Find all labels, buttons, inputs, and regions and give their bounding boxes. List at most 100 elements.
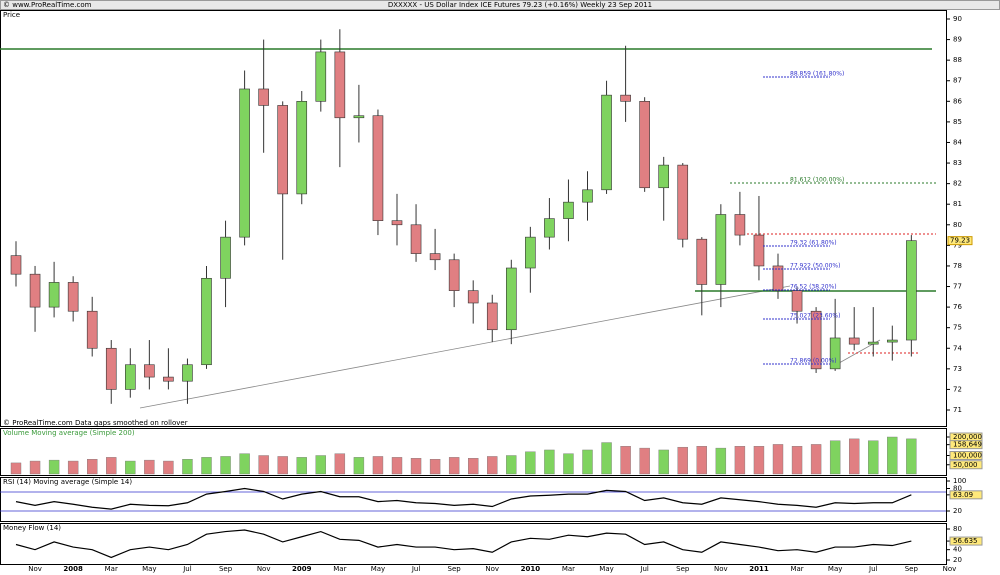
volume-bar bbox=[429, 459, 441, 475]
candle-body bbox=[829, 337, 841, 370]
volume-bar bbox=[201, 457, 212, 475]
y-tick-label: 73 bbox=[953, 365, 962, 373]
volume-bar bbox=[220, 456, 231, 475]
y-tick-label: 89 bbox=[953, 36, 962, 44]
volume-bar bbox=[734, 446, 746, 475]
candle-body bbox=[696, 238, 708, 285]
rsi-frame bbox=[0, 477, 947, 522]
candle-body bbox=[620, 94, 631, 102]
value-box bbox=[949, 460, 983, 470]
candle-body bbox=[125, 364, 136, 390]
volume-bar bbox=[258, 455, 269, 475]
y-tick-label: 86 bbox=[953, 97, 962, 105]
x-tick-label: Sep bbox=[905, 565, 919, 573]
candle-body bbox=[582, 189, 593, 203]
volume-bar bbox=[448, 457, 460, 475]
candle-body bbox=[544, 218, 555, 238]
mfi-title: Money Flow (14) bbox=[3, 524, 61, 532]
volume-bar bbox=[391, 457, 403, 475]
candle-body bbox=[296, 101, 308, 195]
candle-body bbox=[258, 88, 269, 106]
annotation: 81.612 (100.00%) bbox=[790, 177, 844, 184]
volume-bar bbox=[29, 460, 41, 475]
candle-body bbox=[429, 253, 441, 261]
volume-bar bbox=[334, 453, 346, 475]
candle-body bbox=[753, 234, 765, 267]
volume-bar bbox=[525, 451, 536, 475]
y-tick-label: 100 bbox=[953, 477, 966, 485]
volume-bar bbox=[182, 459, 193, 475]
volume-bar bbox=[48, 459, 60, 475]
volume-bar bbox=[372, 456, 384, 475]
volume-bar bbox=[239, 453, 250, 475]
x-tick-label: Nov bbox=[485, 565, 499, 573]
x-tick-label: 2010 bbox=[521, 565, 541, 573]
candle-body bbox=[163, 376, 174, 382]
volume-bar bbox=[410, 458, 422, 475]
y-tick-label: 158,649 bbox=[953, 441, 982, 449]
y-tick-label: 50,000 bbox=[953, 461, 978, 469]
volume-bar bbox=[753, 446, 765, 475]
candle-body bbox=[601, 94, 612, 191]
site: © www.ProRealTime.com bbox=[3, 1, 92, 9]
candle-body bbox=[372, 115, 384, 221]
candle-body bbox=[410, 224, 422, 254]
volume-bar bbox=[620, 446, 631, 475]
x-tick-label: May bbox=[828, 565, 842, 573]
volume-bar bbox=[315, 455, 326, 475]
y-tick-label: 74 bbox=[953, 344, 962, 352]
annotation: 88.859 (161.80%) bbox=[790, 71, 844, 78]
volume-bar bbox=[658, 449, 669, 475]
x-tick-label: 2008 bbox=[63, 565, 83, 573]
candle-body bbox=[791, 290, 803, 312]
volume-bar bbox=[772, 444, 784, 475]
y-tick-label: 100,000 bbox=[953, 452, 982, 460]
volume-title: Volume Moving average (Simple 200) bbox=[3, 429, 135, 437]
rsi-line bbox=[15, 487, 912, 510]
candle-body bbox=[315, 51, 327, 102]
volume-bar bbox=[296, 457, 307, 475]
candle-body bbox=[658, 164, 670, 189]
candle-body bbox=[353, 115, 365, 119]
y-tick-label: 88 bbox=[953, 56, 962, 64]
x-tick-label: Sep bbox=[676, 565, 690, 573]
y-tick-label: 200,000 bbox=[953, 433, 982, 441]
candle-body bbox=[848, 337, 860, 345]
x-tick-label: Mar bbox=[790, 565, 803, 573]
x-tick-label: May bbox=[142, 565, 156, 573]
last-price-box bbox=[947, 236, 973, 246]
volume-bar bbox=[487, 456, 498, 475]
candle-body bbox=[810, 310, 822, 370]
x-tick-label: Sep bbox=[219, 565, 233, 573]
candle-body bbox=[201, 277, 212, 366]
candle-body bbox=[734, 214, 746, 236]
candle-body bbox=[677, 164, 689, 240]
value-box bbox=[949, 536, 983, 546]
annotation: 77.922 (50.00%) bbox=[790, 263, 840, 270]
x-tick-label: Jul bbox=[639, 565, 649, 573]
candle-body bbox=[29, 273, 41, 308]
x-tick-label: Jul bbox=[182, 565, 192, 573]
candle-body bbox=[906, 240, 917, 341]
mfi-frame bbox=[0, 523, 947, 565]
candle-body bbox=[467, 290, 479, 304]
candle-body bbox=[505, 267, 517, 331]
x-tick-label: Sep bbox=[448, 565, 462, 573]
x-tick-label: 2009 bbox=[292, 565, 312, 573]
candle-body bbox=[277, 105, 289, 195]
volume-bar bbox=[829, 440, 841, 475]
y-tick-label: 82 bbox=[953, 180, 962, 188]
volume-bar bbox=[277, 456, 288, 475]
volume-bar bbox=[849, 438, 860, 475]
volume-bar bbox=[106, 457, 117, 475]
y-tick-label: 40 bbox=[953, 546, 962, 554]
volume-bar bbox=[906, 438, 917, 475]
candle-body bbox=[67, 282, 79, 312]
x-tick-label: Mar bbox=[562, 565, 575, 573]
x-tick-label: Mar bbox=[333, 565, 346, 573]
volume-bar bbox=[86, 459, 98, 475]
annotation: 76.52 (38.20%) bbox=[790, 284, 837, 291]
candle-body bbox=[144, 364, 155, 378]
y-tick-label: 56.635 bbox=[953, 537, 978, 545]
